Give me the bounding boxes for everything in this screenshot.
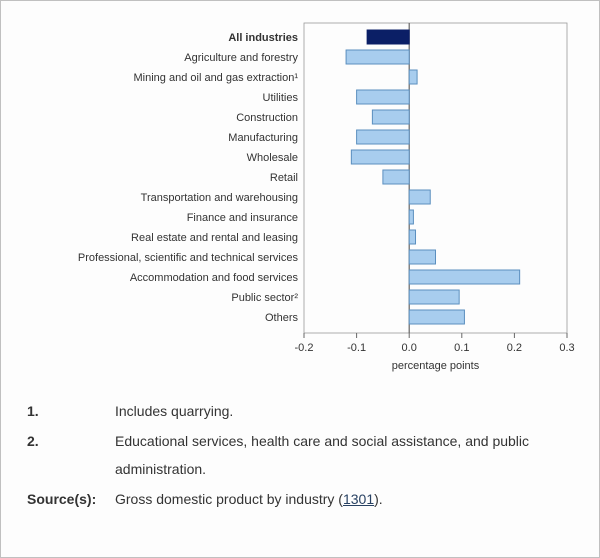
source-link[interactable]: 1301 bbox=[343, 491, 374, 507]
bar bbox=[357, 130, 410, 144]
category-label: Retail bbox=[270, 172, 298, 184]
bar-chart-svg: -0.2 -0.1 0.0 0.1 0.2 0.3 percentage points All… bbox=[19, 13, 579, 383]
source-label: Source(s): bbox=[19, 485, 115, 513]
bar bbox=[367, 30, 409, 44]
x-tick-label: -0.1 bbox=[347, 342, 366, 354]
x-axis-label: percentage points bbox=[392, 360, 480, 372]
chart: -0.2 -0.1 0.0 0.1 0.2 0.3 percentage points All… bbox=[19, 13, 581, 383]
category-label: Construction bbox=[236, 112, 298, 124]
category-label: Agriculture and forestry bbox=[184, 52, 298, 64]
bar bbox=[409, 210, 413, 224]
source-text-after: ). bbox=[374, 491, 383, 507]
bar bbox=[383, 170, 409, 184]
category-label: Transportation and warehousing bbox=[141, 192, 298, 204]
bar bbox=[409, 290, 459, 304]
category-label: Real estate and rental and leasing bbox=[131, 232, 298, 244]
bar bbox=[409, 310, 464, 324]
footnote-key: 2. bbox=[19, 427, 115, 483]
bar bbox=[351, 150, 409, 164]
x-tick-label: 0.1 bbox=[454, 342, 469, 354]
footnote-row: 1.Includes quarrying. bbox=[19, 397, 581, 425]
source-line: Source(s): Gross domestic product by ind… bbox=[19, 485, 581, 513]
bar bbox=[409, 190, 430, 204]
category-label: Finance and insurance bbox=[187, 212, 298, 224]
bar bbox=[346, 50, 409, 64]
bar bbox=[372, 110, 409, 124]
source-text-before: Gross domestic product by industry ( bbox=[115, 491, 343, 507]
category-label: Manufacturing bbox=[228, 132, 298, 144]
x-tick-label: 0.0 bbox=[402, 342, 417, 354]
bar bbox=[409, 230, 415, 244]
bar bbox=[409, 250, 435, 264]
footnotes: 1.Includes quarrying.2.Educational servi… bbox=[19, 397, 581, 513]
bar bbox=[357, 90, 410, 104]
category-label: Wholesale bbox=[247, 152, 298, 164]
footnote-key: 1. bbox=[19, 397, 115, 425]
category-label: Others bbox=[265, 312, 299, 324]
chart-container: { "chart": { "type": "bar-horizontal", "… bbox=[0, 0, 600, 558]
category-label: Professional, scientific and technical s… bbox=[78, 252, 299, 264]
category-label: All industries bbox=[228, 32, 298, 44]
footnote-text: Includes quarrying. bbox=[115, 397, 581, 425]
bar bbox=[409, 70, 417, 84]
category-label: Public sector² bbox=[231, 292, 298, 304]
footnote-row: 2.Educational services, health care and … bbox=[19, 427, 581, 483]
category-label: Utilities bbox=[263, 92, 299, 104]
category-label: Accommodation and food services bbox=[130, 272, 299, 284]
footnote-text: Educational services, health care and so… bbox=[115, 427, 581, 483]
category-label: Mining and oil and gas extraction¹ bbox=[134, 72, 299, 84]
bar bbox=[409, 270, 519, 284]
x-tick-label: 0.2 bbox=[507, 342, 522, 354]
source-text: Gross domestic product by industry (1301… bbox=[115, 485, 581, 513]
x-tick-label: -0.2 bbox=[295, 342, 314, 354]
x-tick-label: 0.3 bbox=[559, 342, 574, 354]
